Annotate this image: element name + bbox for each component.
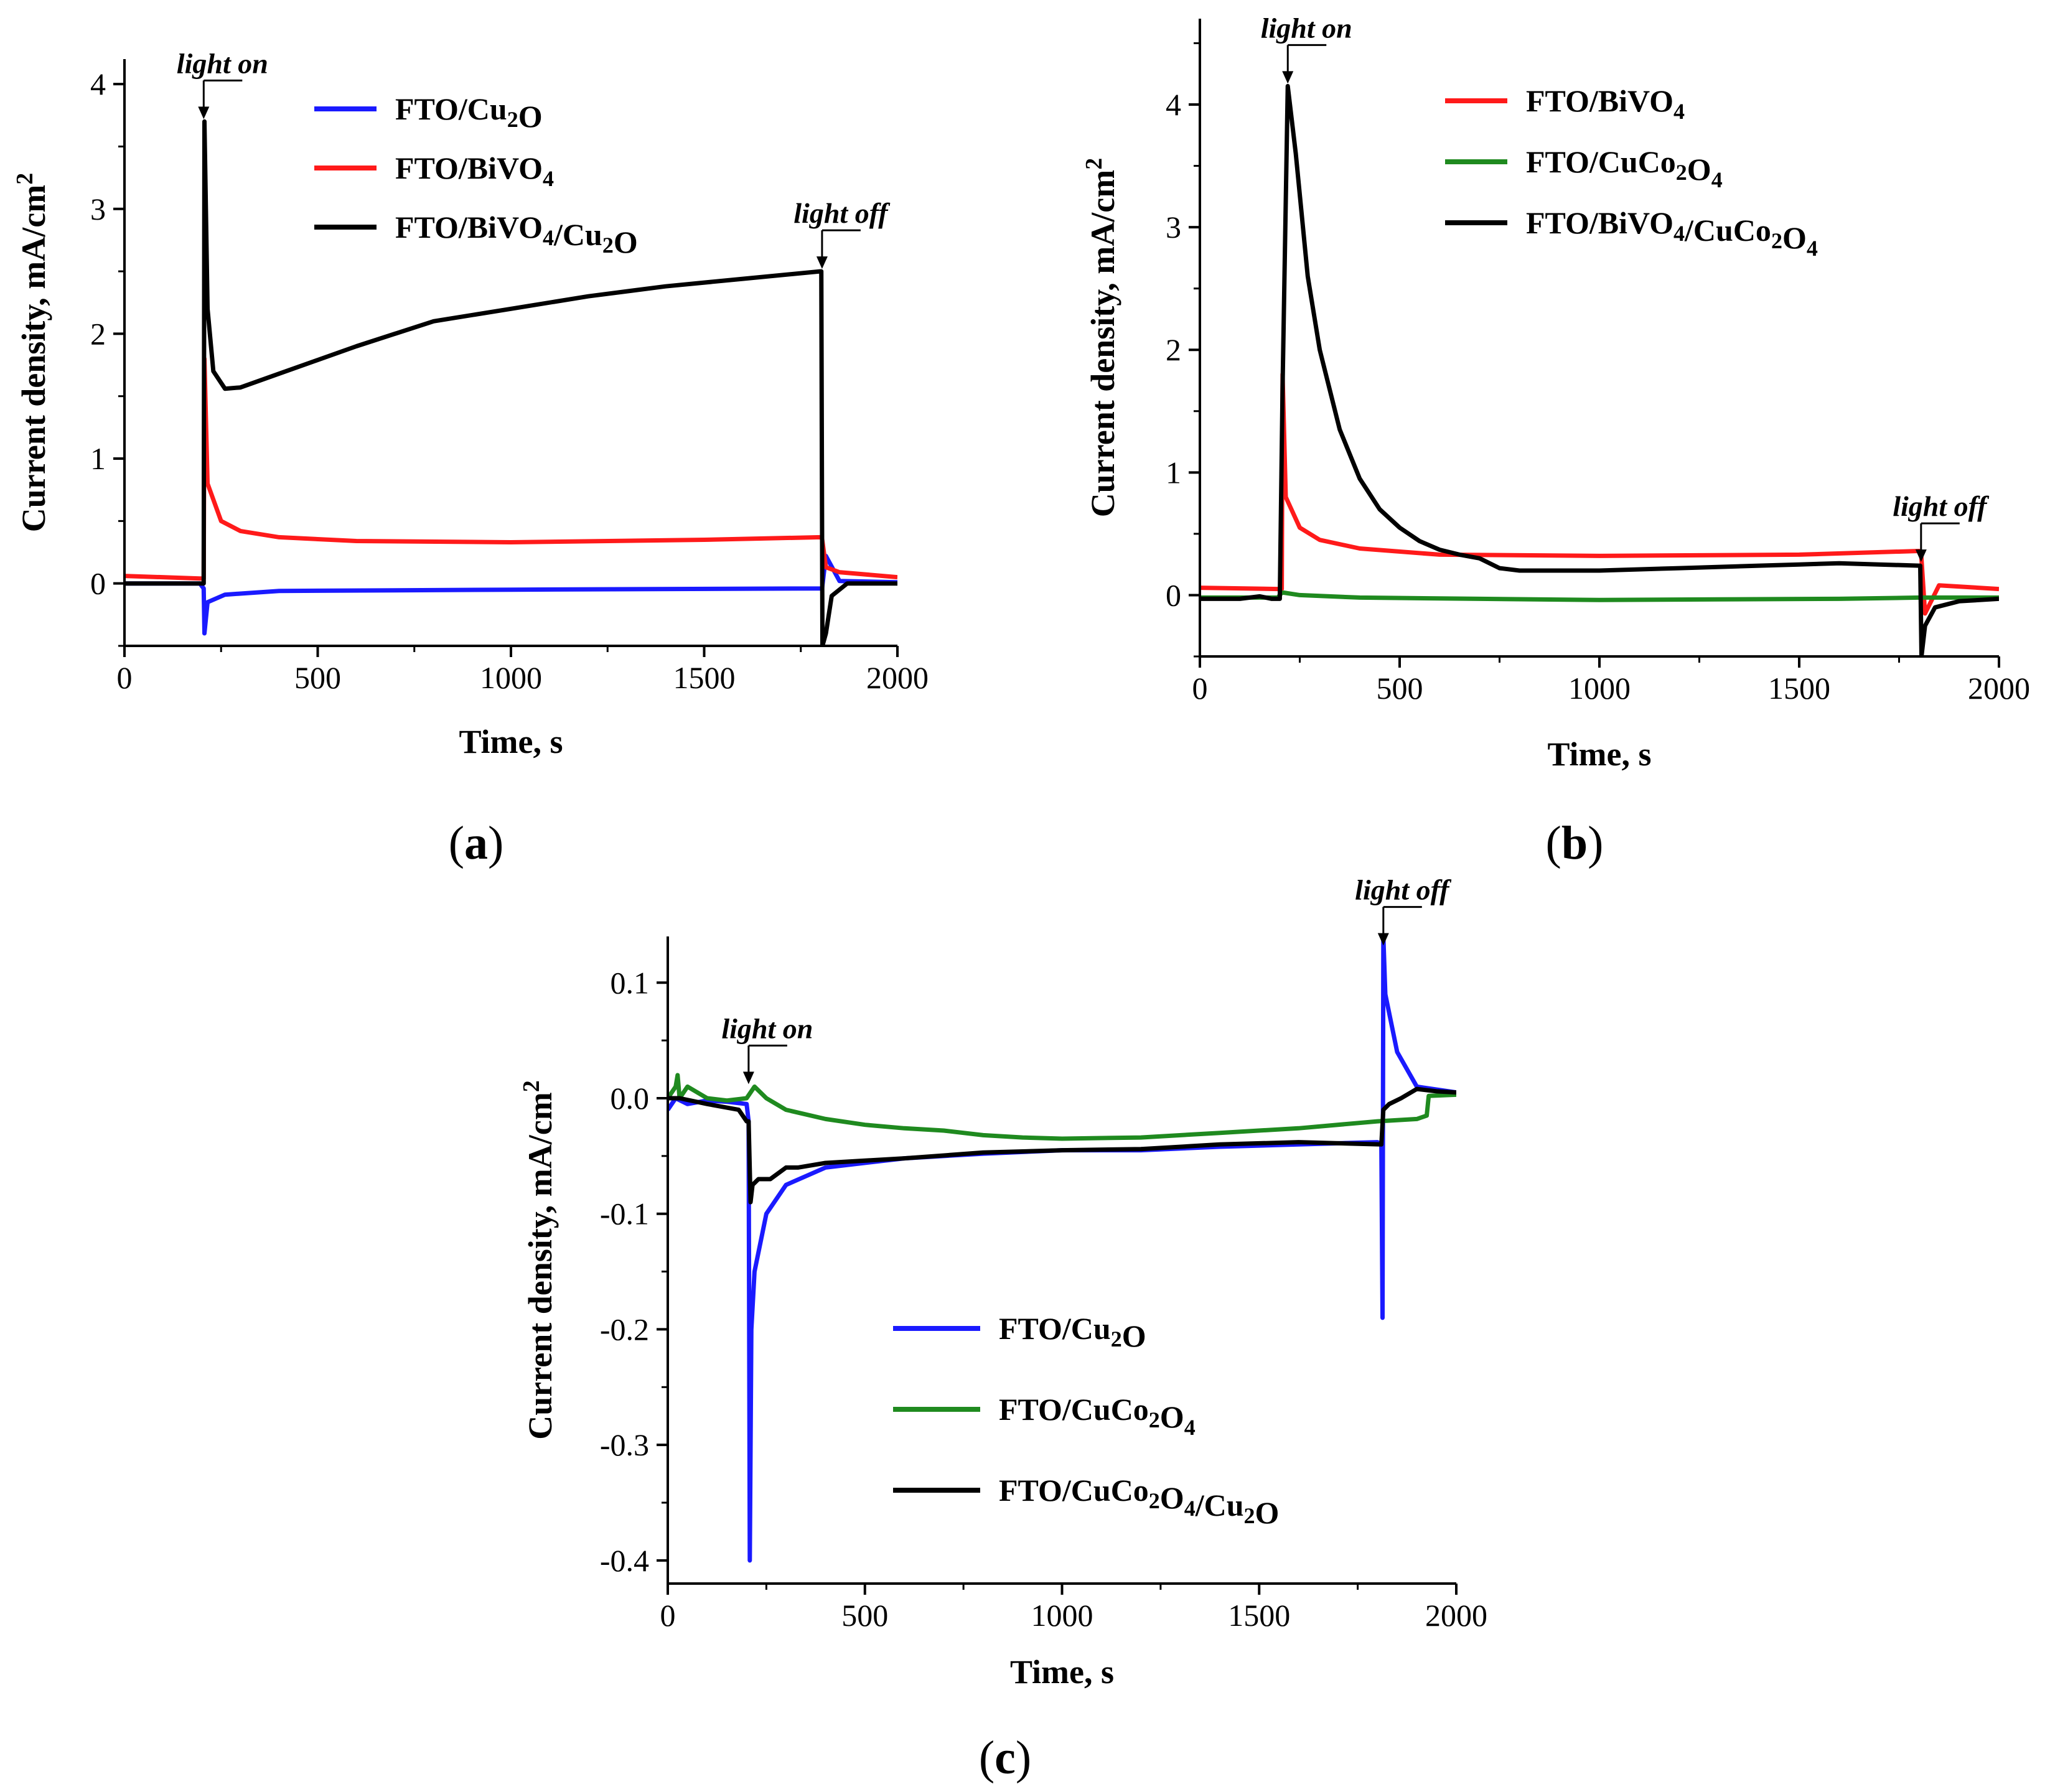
annotation-label: light off — [1893, 490, 1990, 522]
y-axis-title: Current density, mA/cm2 — [1081, 158, 1121, 517]
legend-label: FTO/BiVO4/CuCo2O4 — [1526, 205, 1818, 261]
chart-panel-a: 0 500 1000 1500 2000 0 1 2 3 4 Time, s Current dens… — [12, 47, 929, 869]
x-tick-label: 500 — [841, 1598, 888, 1633]
annotation-light-off: light off — [793, 197, 891, 269]
legend-label: FTO/BiVO4 — [395, 151, 554, 191]
y-tick-label: 0 — [90, 566, 106, 601]
legend-label: FTO/Cu2O — [395, 91, 543, 134]
y-tick-label: 0 — [1166, 577, 1181, 612]
x-tick-label: 1000 — [1031, 1598, 1093, 1633]
annotation-light-on: light on — [177, 47, 268, 119]
arrow-down-icon — [1282, 71, 1294, 84]
x-tick-label: 0 — [660, 1598, 676, 1633]
x-tick-label: 500 — [1377, 671, 1423, 706]
legend-label: FTO/CuCo2O4 — [999, 1392, 1196, 1440]
y-tick-label: 2 — [90, 316, 106, 351]
x-axis-title: Time, s — [1547, 735, 1651, 773]
legend-label: FTO/BiVO4/Cu2O — [395, 210, 638, 259]
annotation-label: light off — [793, 197, 891, 229]
arrow-down-icon — [198, 106, 210, 119]
legend-label: FTO/BiVO4 — [1526, 83, 1685, 124]
series-line-3 — [668, 1086, 1456, 1205]
arrow-down-icon — [1377, 933, 1389, 946]
y-tick-label: 2 — [1166, 332, 1181, 367]
y-tick-label: -0.3 — [600, 1427, 649, 1462]
x-tick-label: 2000 — [1425, 1598, 1487, 1633]
annotation-label: light on — [177, 47, 268, 79]
legend-label: FTO/CuCo2O4 — [1526, 144, 1723, 192]
y-tick-label: 4 — [1166, 87, 1181, 122]
legend: FTO/BiVO4 FTO/CuCo2O4 FTO/BiVO4/CuCo2O4 — [1445, 83, 1818, 261]
x-tick-label: 0 — [1192, 671, 1208, 706]
y-tick-label: 1 — [90, 441, 106, 476]
x-axis-title: Time, s — [459, 723, 563, 760]
annotation-light-on: light on — [1261, 12, 1352, 84]
y-axis-title: Current density, mA/cm2 — [12, 173, 52, 532]
y-tick-label: 4 — [90, 67, 106, 101]
legend: FTO/Cu2O FTO/CuCo2O4 FTO/CuCo2O4/Cu2O — [893, 1311, 1279, 1530]
x-tick-label: 1500 — [1768, 671, 1830, 706]
series-line-3 — [1200, 83, 1999, 658]
legend: FTO/Cu2O FTO/BiVO4 FTO/BiVO4/Cu2O — [314, 91, 638, 259]
panel-label: (b) — [1546, 817, 1604, 869]
chart-panel-c: 0 500 1000 1500 2000 0.1 0.0 -0.1 -0.2 -0.3 -0.4 Ti… — [518, 874, 1487, 1784]
y-tick-label: 0.1 — [611, 965, 650, 1000]
annotation-label: light on — [721, 1012, 813, 1044]
chart-panel-b: 0 500 1000 1500 2000 0 1 2 3 4 Time, s Current dens… — [1081, 12, 2030, 869]
legend-label: FTO/CuCo2O4/Cu2O — [999, 1473, 1279, 1530]
x-tick-label: 1500 — [673, 660, 736, 695]
x-tick-label: 1000 — [480, 660, 542, 695]
panel-label: (a) — [449, 817, 504, 869]
x-tick-label: 2000 — [1968, 671, 2030, 706]
arrow-down-icon — [742, 1071, 754, 1085]
x-tick-label: 500 — [294, 660, 341, 695]
annotation-light-on: light on — [721, 1012, 813, 1085]
panel-label: (c) — [979, 1732, 1031, 1784]
series-line-2 — [668, 1073, 1456, 1141]
x-tick-label: 0 — [117, 660, 133, 695]
annotation-label: light on — [1261, 12, 1352, 44]
x-tick-label: 2000 — [866, 660, 929, 695]
y-tick-label: 3 — [1166, 210, 1181, 245]
y-tick-label: -0.2 — [600, 1312, 649, 1346]
annotation-light-off: light off — [1355, 874, 1452, 946]
annotation-label: light off — [1355, 874, 1452, 906]
y-tick-label: -0.4 — [600, 1543, 649, 1578]
y-axis-title: Current density, mA/cm2 — [518, 1080, 559, 1439]
y-tick-label: 1 — [1166, 455, 1181, 490]
legend-label: FTO/Cu2O — [999, 1311, 1146, 1353]
arrow-down-icon — [1915, 549, 1927, 562]
x-tick-label: 1000 — [1568, 671, 1631, 706]
y-tick-label: 0.0 — [611, 1081, 650, 1116]
y-tick-label: 3 — [90, 192, 106, 226]
x-axis-title: Time, s — [1010, 1653, 1114, 1691]
annotation-light-off: light off — [1893, 490, 1990, 562]
arrow-down-icon — [816, 256, 828, 269]
y-tick-label: -0.1 — [600, 1197, 649, 1231]
series-line-3 — [124, 119, 897, 647]
x-tick-label: 1500 — [1228, 1598, 1290, 1633]
